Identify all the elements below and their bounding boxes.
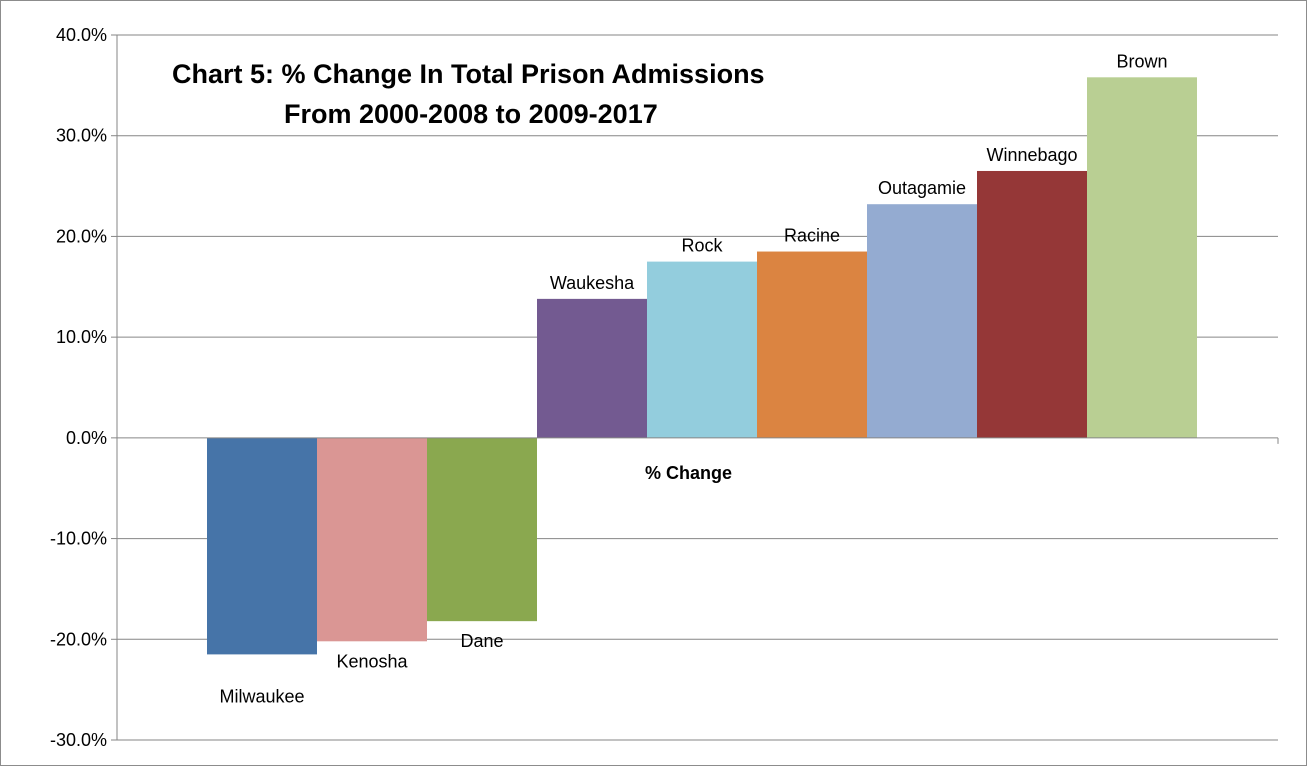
bar-brown — [1087, 77, 1197, 438]
bar-dane — [427, 437, 537, 622]
bar-label-milwaukee: Milwaukee — [219, 686, 304, 706]
bar-waukesha — [537, 298, 647, 438]
y-tick-label: 0.0% — [66, 428, 107, 448]
bar-labels: Milwaukee Kenosha Dane Waukesha Rock Racine Ou… — [219, 51, 1167, 706]
y-tick-label: 20.0% — [56, 226, 107, 246]
bar-label-outagamie: Outagamie — [878, 178, 966, 198]
bar-label-racine: Racine — [784, 226, 840, 246]
y-tick-label: 40.0% — [56, 25, 107, 45]
y-tick-label: 10.0% — [56, 327, 107, 347]
bar-label-waukesha: Waukesha — [550, 273, 635, 293]
bar-label-winnebago: Winnebago — [986, 145, 1077, 165]
chart-title-line-2: From 2000-2008 to 2009-2017 — [284, 99, 658, 129]
bar-milwaukee — [207, 437, 317, 655]
y-axis-tick-labels: 40.0% 30.0% 20.0% 10.0% 0.0% -10.0% -20.0% -30.… — [50, 25, 107, 750]
chart-title-line-1: Chart 5: % Change In Total Prison Admiss… — [172, 59, 765, 89]
y-tick-label: -20.0% — [50, 629, 107, 649]
bar-rock — [647, 261, 757, 438]
bar-label-dane: Dane — [460, 631, 503, 651]
bar-label-kenosha: Kenosha — [336, 651, 408, 671]
bars — [207, 77, 1197, 655]
bar-label-rock: Rock — [681, 236, 723, 256]
bar-kenosha — [317, 437, 427, 642]
bar-label-brown: Brown — [1116, 51, 1167, 71]
bar-winnebago — [977, 170, 1087, 438]
y-tick-label: -10.0% — [50, 529, 107, 549]
x-axis-label: % Change — [645, 463, 732, 483]
y-tick-label: 30.0% — [56, 126, 107, 146]
axes — [111, 34, 1279, 741]
bar-racine — [757, 251, 867, 438]
y-tick-label: -30.0% — [50, 730, 107, 750]
bar-outagamie — [867, 204, 977, 438]
